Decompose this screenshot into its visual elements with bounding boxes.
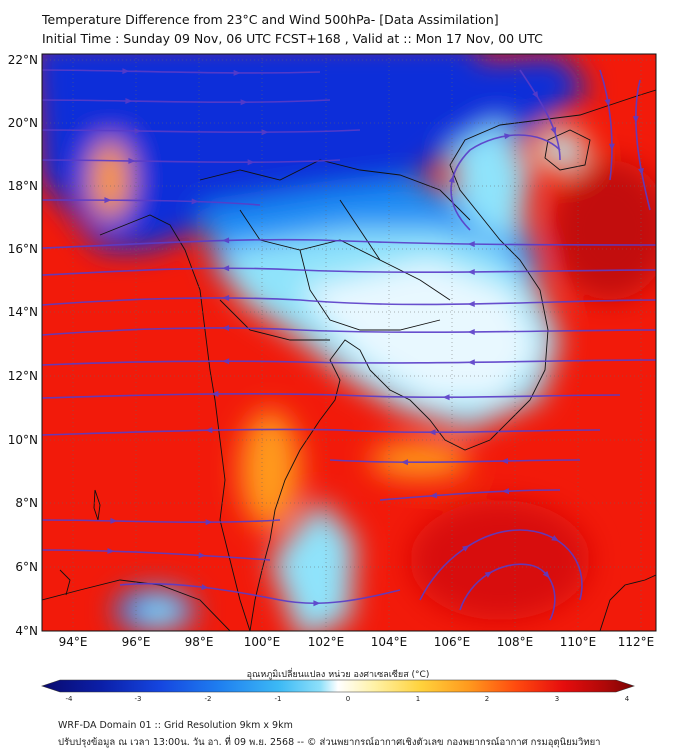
colorbar-tick: 2 (485, 695, 489, 703)
lon-label: 104°E (371, 635, 408, 649)
map-frame (41, 53, 657, 632)
footer-credit: ปรับปรุงข้อมูล ณ เวลา 13:00น. วัน อา. ที… (58, 737, 601, 748)
wind-streamlines (42, 68, 656, 621)
colorbar-tick: -2 (205, 695, 212, 703)
lat-label: 20°N (8, 116, 38, 130)
graticule (42, 54, 656, 631)
wind-arrowhead (222, 294, 230, 301)
latitude-labels: 22°N 20°N 18°N 16°N 14°N 12°N 10°N 8°N 6… (8, 53, 38, 638)
footer-model-info: WRF-DA Domain 01 :: Grid Resolution 9km … (58, 720, 293, 731)
wind-arrowhead (222, 265, 230, 272)
colorbar-tick: 0 (346, 695, 350, 703)
wind-arrowhead (467, 241, 475, 248)
wind-arrowhead (233, 69, 241, 76)
colorbar-tick: -3 (135, 695, 142, 703)
lon-label: 98°E (185, 635, 214, 649)
lat-label: 4°N (15, 624, 38, 638)
wind-arrowhead (542, 570, 550, 579)
wind-arrowhead (442, 394, 450, 401)
colorbar-tick: 4 (625, 695, 630, 703)
lon-label: 106°E (434, 635, 471, 649)
wind-arrowhead (261, 129, 269, 136)
wind-arrowhead (604, 98, 611, 107)
lat-label: 18°N (8, 179, 38, 193)
wind-arrowhead (532, 91, 539, 99)
wind-arrowhead (462, 545, 470, 552)
lat-label: 8°N (15, 496, 38, 510)
wind-arrowhead (240, 99, 248, 106)
wind-arrowhead (107, 548, 115, 555)
wind-arrowhead (428, 429, 436, 436)
map-title: Temperature Difference from 23°C and Win… (42, 12, 499, 27)
wind-arrowhead (222, 324, 230, 331)
wind-arrowhead (128, 157, 136, 164)
lat-label: 22°N (8, 53, 38, 67)
wind-arrowhead (448, 175, 455, 183)
colorbar-bar (41, 679, 635, 693)
colorbar-tick: 3 (555, 695, 559, 703)
wind-arrowhead (205, 519, 213, 526)
wind-arrowhead (205, 427, 213, 434)
wind-arrowhead (608, 143, 615, 151)
wind-arrowhead (222, 237, 230, 244)
wind-arrowhead (504, 133, 512, 140)
wind-arrowhead (484, 571, 493, 578)
lat-label: 16°N (8, 242, 38, 256)
wind-arrowhead (125, 97, 133, 104)
wind-arrowhead (134, 127, 142, 134)
wind-arrowhead (551, 535, 559, 542)
wind-arrowhead (247, 159, 255, 166)
wind-arrowhead (632, 116, 639, 124)
wind-arrowhead (467, 359, 475, 366)
wind-arrowhead (122, 68, 130, 75)
lon-label: 102°E (308, 635, 345, 649)
wind-arrowhead (637, 167, 644, 176)
wind-arrowhead (550, 126, 557, 135)
lon-label: 110°E (560, 635, 597, 649)
colorbar-title: อุณหภูมิเปลี่ยนแปลง หน่วย องศาเซลเซียส (… (246, 670, 430, 680)
lon-label: 108°E (497, 635, 534, 649)
wind-arrowhead (222, 358, 230, 365)
wind-arrowhead (500, 457, 509, 464)
wind-arrowhead (313, 600, 321, 607)
lat-label: 12°N (8, 369, 38, 383)
wind-arrowhead (104, 197, 112, 204)
longitude-labels: 94°E 96°E 98°E 100°E 102°E 104°E 106°E 1… (59, 635, 655, 649)
wind-arrowhead (467, 300, 475, 307)
lat-label: 14°N (8, 305, 38, 319)
lon-label: 112°E (618, 635, 655, 649)
wind-arrowhead (198, 552, 206, 559)
colorbar-tick: -4 (66, 695, 74, 703)
wind-arrowhead (400, 459, 408, 466)
colorbar: -4 -3 -2 -1 0 1 2 3 4 (41, 679, 635, 703)
wind-arrowhead (429, 492, 438, 499)
colorbar-tick: -1 (275, 695, 282, 703)
wind-arrowhead (201, 584, 209, 591)
wind-arrowhead (467, 328, 475, 335)
wind-arrowhead (110, 517, 118, 524)
wind-arrowhead (501, 488, 510, 495)
wind-arrowhead (191, 198, 199, 205)
colorbar-tick: 1 (416, 695, 420, 703)
wind-arrowhead (211, 390, 219, 397)
coastlines (42, 89, 656, 631)
lat-label: 10°N (8, 433, 38, 447)
lon-label: 100°E (244, 635, 281, 649)
wind-arrowhead (467, 268, 475, 275)
lat-label: 6°N (15, 560, 38, 574)
lon-label: 94°E (59, 635, 88, 649)
lon-label: 96°E (122, 635, 151, 649)
map-subtitle: Initial Time : Sunday 09 Nov, 06 UTC FCS… (42, 31, 543, 46)
